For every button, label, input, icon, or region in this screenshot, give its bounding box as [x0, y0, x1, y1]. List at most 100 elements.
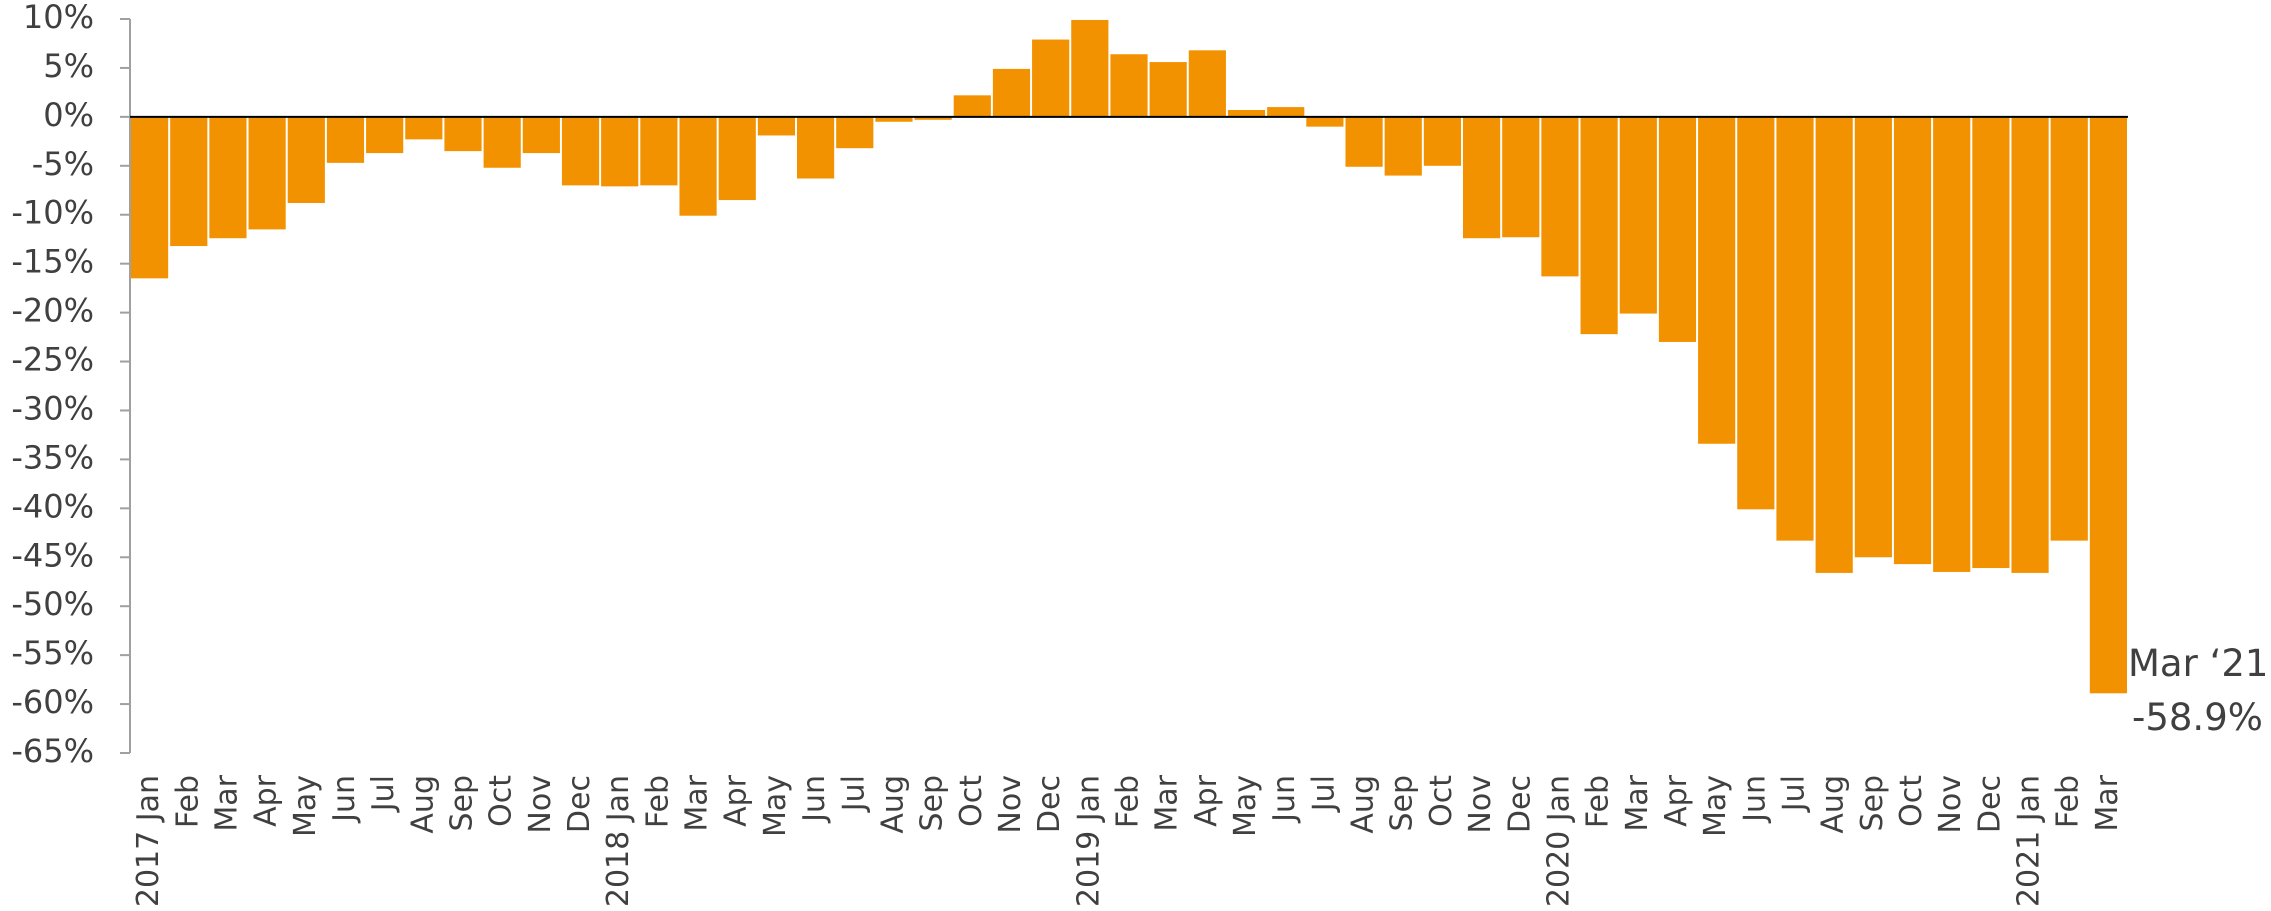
bar — [248, 116, 286, 230]
y-tick-label: -15% — [11, 243, 94, 281]
x-tick-label: Feb — [1581, 775, 1616, 828]
x-tick-label: Aug — [405, 775, 440, 834]
bar — [287, 116, 325, 203]
bar — [1776, 116, 1814, 541]
y-tick-label: -10% — [11, 194, 94, 232]
x-tick-label: Apr — [719, 774, 754, 827]
data-label: -58.9% — [2132, 696, 2263, 739]
bar — [1698, 116, 1736, 444]
y-tick-label: 5% — [43, 47, 94, 85]
x-tick-label: Dec — [1502, 775, 1537, 833]
x-tick-label: Dec — [1032, 775, 1067, 833]
x-tick-label: Dec — [1972, 775, 2007, 833]
x-tick-label: Jun — [1737, 775, 1772, 824]
bar — [679, 116, 717, 216]
bar — [1032, 39, 1070, 117]
bar — [797, 116, 835, 179]
bar — [405, 116, 443, 140]
x-tick-label: Mar — [1620, 774, 1655, 831]
bar — [1463, 116, 1501, 239]
bar — [1737, 116, 1775, 510]
bar — [1071, 19, 1109, 117]
x-tick-label: Oct — [484, 775, 519, 827]
bar — [444, 116, 482, 152]
x-tick-label: 2021 Jan — [2012, 775, 2047, 907]
bar — [2050, 116, 2088, 541]
bar — [2011, 116, 2049, 573]
x-tick-label: Aug — [1346, 775, 1381, 834]
bar — [1619, 116, 1657, 314]
x-tick-label: Aug — [1816, 775, 1851, 834]
y-tick-label: -50% — [11, 585, 94, 623]
x-tick-label: Aug — [875, 775, 910, 834]
x-tick-label: May — [758, 775, 793, 837]
bar — [601, 116, 639, 187]
bar — [1658, 116, 1697, 342]
bar — [561, 116, 600, 186]
x-tick-label: Mar — [209, 774, 244, 831]
x-tick-label: Sep — [1855, 775, 1890, 832]
bar — [1972, 116, 2010, 569]
x-tick-label: Feb — [1111, 775, 1146, 828]
x-tick-label: Oct — [1424, 775, 1459, 827]
x-tick-label: May — [1698, 775, 1733, 837]
bar — [1384, 116, 1422, 176]
y-tick-label: -45% — [11, 536, 94, 574]
x-tick-label: 2018 Jan — [601, 775, 636, 907]
x-tick-label: Jul — [836, 775, 871, 813]
x-tick-label: Sep — [1385, 775, 1420, 832]
bar — [1541, 116, 1579, 277]
y-tick-label: -25% — [11, 341, 94, 379]
x-tick-label: 2019 Jan — [1071, 775, 1106, 907]
y-tick-label: -30% — [11, 389, 94, 427]
bar — [836, 116, 874, 149]
annotation: Mar ‘21 — [2128, 642, 2268, 685]
bar — [757, 116, 795, 136]
bar — [1110, 54, 1148, 117]
x-tick-label: Apr — [249, 774, 284, 827]
bar — [718, 116, 756, 201]
x-tick-label: Nov — [1933, 775, 1968, 834]
bar — [1502, 116, 1540, 238]
bar — [875, 116, 913, 122]
x-tick-label: Jul — [366, 775, 401, 813]
bar — [1149, 62, 1187, 117]
bar — [640, 116, 678, 186]
bar — [1267, 107, 1305, 117]
bar — [953, 95, 991, 117]
x-tick-label: Sep — [915, 775, 950, 832]
x-tick-label: Nov — [993, 775, 1028, 834]
x-tick-label: Mar — [680, 774, 715, 831]
x-tick-label: Oct — [954, 775, 989, 827]
x-tick-label: Mar — [1150, 774, 1185, 831]
bar — [483, 116, 521, 168]
bar — [2089, 116, 2127, 694]
bar — [1580, 116, 1618, 335]
bar — [1815, 116, 1853, 573]
x-tick-label: 2017 Jan — [131, 775, 166, 907]
x-tick-label: Feb — [640, 775, 675, 828]
x-tick-label: Nov — [523, 775, 558, 834]
x-tick-label: Jun — [327, 775, 362, 824]
x-tick-label: Jun — [797, 775, 832, 824]
bar — [1933, 116, 1971, 572]
bar — [1188, 50, 1226, 117]
x-tick-label: Feb — [2051, 775, 2086, 828]
y-tick-label: -60% — [11, 683, 94, 721]
bar — [992, 68, 1031, 117]
x-tick-label: Oct — [1894, 775, 1929, 827]
x-tick-label: Mar — [2090, 774, 2125, 831]
bar — [1227, 110, 1266, 117]
x-tick-label: Jul — [1777, 775, 1812, 813]
bar — [131, 116, 169, 279]
bar — [1423, 116, 1461, 166]
bar — [170, 116, 208, 247]
y-tick-label: -65% — [11, 732, 94, 770]
y-tick-label: -55% — [11, 634, 94, 672]
y-tick-label: -40% — [11, 487, 94, 525]
x-tick-label: Jul — [1306, 775, 1341, 813]
bar — [1854, 116, 1892, 558]
x-tick-label: Apr — [1659, 774, 1694, 827]
bar — [366, 116, 404, 154]
